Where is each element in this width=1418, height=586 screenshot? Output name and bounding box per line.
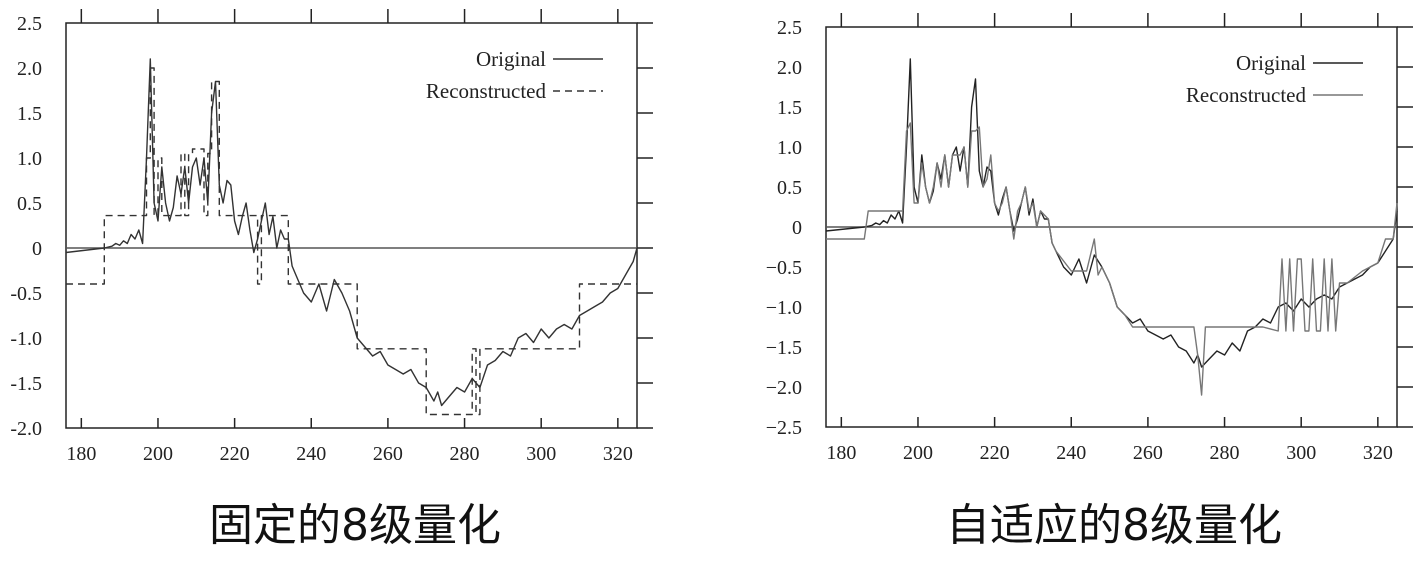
chart-panel-fixed-quantization: 180 200 220 240 260 280 300 320 -2.0 -1.5 -1.0 -0.5…	[10, 9, 653, 551]
legend-label-reconstructed: Reconstructed	[426, 79, 547, 103]
chart-caption: 自适应的8级量化	[946, 500, 1282, 551]
y-tick-label: 0	[792, 217, 802, 239]
y-tick-label: 2.0	[17, 58, 42, 80]
y-tick-label: 2.5	[777, 17, 802, 39]
series-line-original	[65, 58, 638, 407]
y-tick-label: 2.0	[777, 57, 802, 79]
y-tick-label: 1.5	[777, 97, 802, 119]
x-tick-label: 260	[373, 443, 403, 465]
x-tick-label: 180	[826, 442, 856, 464]
series-line-reconstructed	[66, 67, 637, 416]
plot-frame	[65, 22, 638, 429]
y-tick-label: −1.0	[766, 297, 802, 319]
series-line-original	[825, 58, 1398, 368]
y-tick-label: 1.0	[777, 137, 802, 159]
x-tick-label: 200	[143, 443, 173, 465]
x-tick-label: 260	[1133, 442, 1163, 464]
y-tick-label: -0.5	[10, 283, 42, 305]
y-tick-label: -1.5	[10, 373, 42, 395]
chart-panel-adaptive-quantization: 180 200 220 240 260 280 300 320 −2.5 −2.0 −1.5 −1.0…	[766, 13, 1413, 551]
x-tick-label: 220	[980, 442, 1010, 464]
y-tick-label: 1.5	[17, 103, 42, 125]
x-tick-label: 280	[450, 443, 480, 465]
y-tick-label: -2.0	[10, 418, 42, 440]
x-tick-label: 280	[1210, 442, 1240, 464]
y-tick-label: −0.5	[766, 257, 802, 279]
x-tick-label: 220	[220, 443, 250, 465]
y-tick-label: -1.0	[10, 328, 42, 350]
y-tick-label: 2.5	[17, 13, 42, 35]
y-tick-label: −2.5	[766, 417, 802, 439]
x-tick-label: 240	[1056, 442, 1086, 464]
x-tick-label: 300	[526, 443, 556, 465]
y-tick-label: 0.5	[17, 193, 42, 215]
y-tick-label: 1.0	[17, 148, 42, 170]
y-tick-label: 0	[32, 238, 42, 260]
legend-label-original: Original	[1236, 51, 1306, 75]
legend-label-original: Original	[476, 47, 546, 71]
y-tick-label: 0.5	[777, 177, 802, 199]
x-tick-label: 240	[296, 443, 326, 465]
y-tick-label: −1.5	[766, 337, 802, 359]
x-tick-label: 200	[903, 442, 933, 464]
x-tick-label: 180	[66, 443, 96, 465]
y-tick-label: −2.0	[766, 377, 802, 399]
x-tick-label: 300	[1286, 442, 1316, 464]
series-line-reconstructed	[826, 122, 1398, 396]
legend-label-reconstructed: Reconstructed	[1186, 83, 1307, 107]
x-tick-label: 320	[1363, 442, 1393, 464]
chart-caption: 固定的8级量化	[209, 500, 501, 551]
x-tick-label: 320	[603, 443, 633, 465]
